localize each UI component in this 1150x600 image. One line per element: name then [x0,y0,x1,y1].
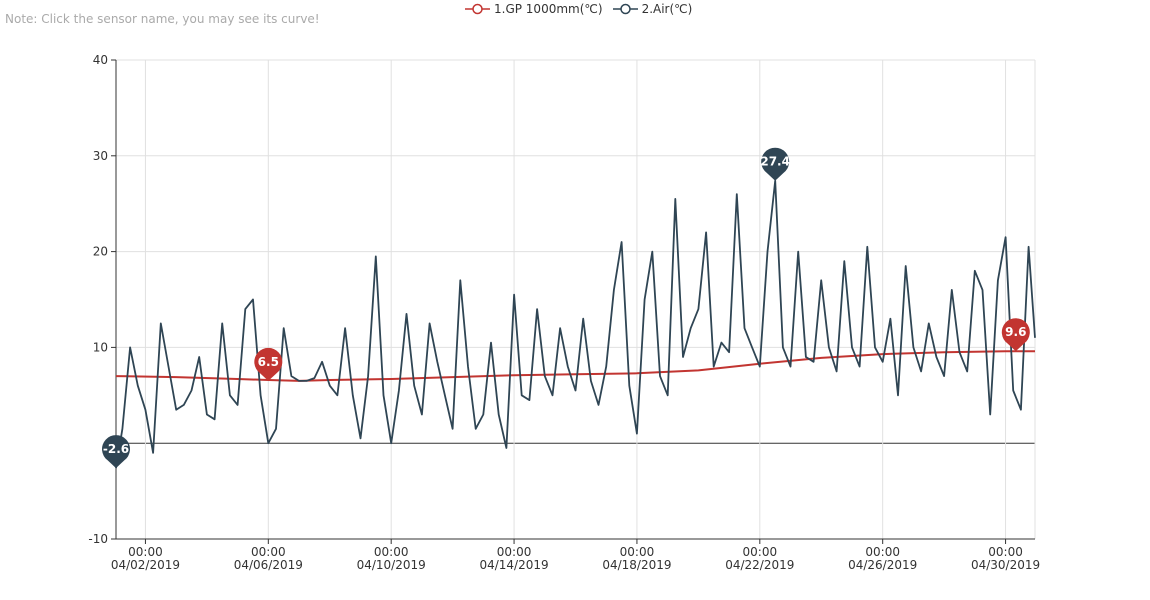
marker-pin-shape [761,147,790,181]
marker-pin: -2.6 [102,435,131,469]
y-tick-label: 10 [93,340,108,354]
series-line-gp1000 [115,350,1035,382]
legend-label-air: 2.Air(℃) [641,2,693,16]
y-tick-label: -10 [88,532,108,546]
x-tick-date: 04/22/2019 [725,558,794,572]
marker-pin-label: 6.5 [258,355,279,369]
marker-pin-label: 9.6 [1005,325,1026,339]
marker-pin-label: 27.4 [760,155,790,169]
x-tick-time: 00:00 [374,545,409,559]
marker-pin-shape [254,347,283,381]
x-tick-time: 00:00 [128,545,163,559]
legend-label-gp1000: 1.GP 1000mm(℃) [494,2,603,16]
marker-pin: 9.6 [1001,318,1030,352]
chart-note: Note: Click the sensor name, you may see… [5,12,320,26]
legend: 1.GP 1000mm(℃) 2.Air(℃) [465,2,702,16]
legend-item-air[interactable]: 2.Air(℃) [612,2,693,16]
x-tick-time: 00:00 [865,545,900,559]
marker-pin-shape [102,435,131,469]
x-tick-date: 04/10/2019 [357,558,426,572]
y-tick-label: 30 [93,149,108,163]
legend-line-marker-icon [612,3,638,15]
x-tick-time: 00:00 [497,545,532,559]
marker-pin: 6.5 [254,347,283,381]
x-tick-time: 00:00 [251,545,286,559]
y-tick-label: 20 [93,245,108,259]
x-tick-date: 04/14/2019 [479,558,548,572]
x-tick-time: 00:00 [620,545,655,559]
x-tick-time: 00:00 [743,545,778,559]
x-tick-date: 04/26/2019 [848,558,917,572]
legend-line-marker-icon [465,3,490,15]
marker-pin-label: -2.6 [103,442,129,456]
x-tick-date: 04/06/2019 [234,558,303,572]
x-tick-date: 04/02/2019 [111,558,180,572]
marker-pin-shape [1001,318,1030,352]
marker-pin: 27.4 [760,147,790,181]
legend-item-gp1000[interactable]: 1.GP 1000mm(℃) [465,2,603,16]
y-tick-label: 40 [93,53,108,67]
x-tick-date: 04/18/2019 [602,558,671,572]
series-line-air [115,179,1036,469]
x-tick-date: 04/30/2019 [971,558,1040,572]
x-tick-time: 00:00 [988,545,1023,559]
